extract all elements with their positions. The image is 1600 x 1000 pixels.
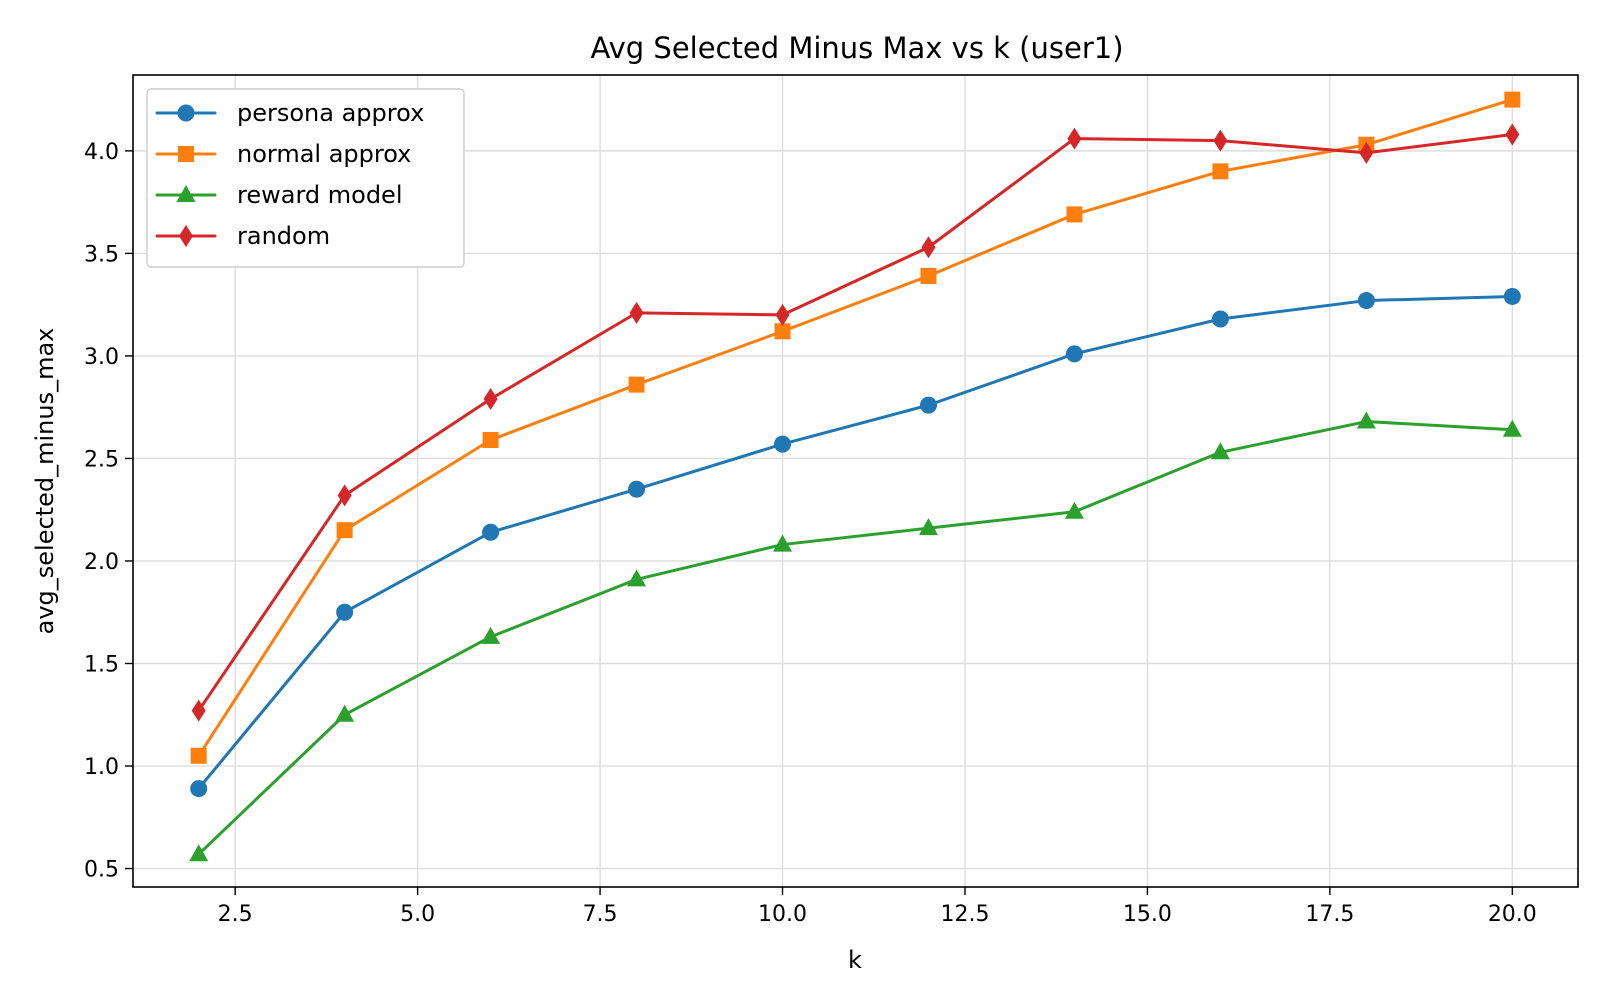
- data-point: [336, 522, 353, 539]
- data-point: [481, 626, 501, 644]
- series-3: [191, 123, 1520, 722]
- legend-box: [146, 88, 465, 268]
- data-point: [921, 236, 936, 259]
- x-axis-label: k: [848, 946, 862, 974]
- data-point: [1359, 141, 1374, 164]
- legend-label: random: [237, 222, 330, 250]
- data-point: [1210, 442, 1230, 460]
- x-tick-label: 2.5: [218, 902, 253, 927]
- data-point: [190, 780, 208, 798]
- data-point: [1505, 123, 1520, 146]
- data-point: [337, 484, 352, 507]
- data-point: [189, 844, 209, 862]
- legend-item: persona approx: [155, 99, 424, 127]
- series-2: [189, 411, 1522, 862]
- y-tick-label: 1.5: [84, 652, 119, 677]
- data-point: [1503, 287, 1521, 305]
- data-point: [774, 323, 791, 340]
- plot-area-frame: [132, 74, 1579, 888]
- series-line: [197, 294, 1514, 791]
- legend-marker: [178, 146, 194, 162]
- y-tick-label: 0.5: [84, 858, 119, 883]
- data-point: [1502, 419, 1522, 437]
- series-line: [197, 132, 1514, 713]
- data-point: [775, 303, 790, 326]
- data-point: [191, 699, 206, 722]
- legend-item: normal approx: [155, 140, 411, 168]
- legend: persona approx normal approx reward model r…: [146, 88, 465, 268]
- data-point: [483, 387, 498, 410]
- data-point: [1211, 310, 1229, 328]
- y-tick-label: 3.0: [84, 345, 119, 370]
- x-tick-label: 10.0: [758, 902, 807, 927]
- x-tick-label: 5.0: [400, 902, 435, 927]
- y-axis-label: avg_selected_minus_max: [31, 328, 59, 635]
- legend-marker: [177, 104, 195, 122]
- data-point: [1357, 292, 1375, 310]
- data-point: [1065, 345, 1083, 363]
- data-point: [482, 523, 500, 541]
- x-tick-label: 7.5: [583, 902, 618, 927]
- data-point: [773, 534, 793, 552]
- series-1: [190, 91, 1521, 764]
- legend-marker: [176, 185, 196, 202]
- y-tick-label: 1.0: [84, 755, 119, 780]
- y-tick-label: 2.5: [84, 447, 119, 472]
- y-tick-label: 2.0: [84, 550, 119, 575]
- series-layer: [189, 91, 1522, 862]
- data-point: [190, 747, 207, 764]
- data-point: [628, 376, 645, 393]
- series-line: [197, 98, 1514, 758]
- data-point: [1066, 206, 1083, 223]
- x-tick-label: 12.5: [940, 902, 989, 927]
- data-point: [1212, 163, 1229, 180]
- data-point: [482, 431, 499, 448]
- legend-item: reward model: [155, 181, 402, 209]
- data-point: [918, 518, 938, 536]
- y-tick-label: 4.0: [84, 140, 119, 165]
- data-point: [627, 569, 647, 587]
- x-tick-label: 20.0: [1488, 902, 1537, 927]
- data-point: [1064, 501, 1084, 519]
- data-point: [919, 396, 937, 414]
- data-point: [1356, 411, 1376, 429]
- legend-label: persona approx: [237, 99, 424, 127]
- data-point: [629, 301, 644, 324]
- axis-ticks: 2.5 5.0 7.5 10.0 12.5 15.0 17.5 20.0 0.5 1.0 1.5 2.…: [84, 140, 1537, 927]
- series-0: [190, 287, 1521, 798]
- x-tick-label: 17.5: [1305, 902, 1354, 927]
- data-point: [628, 480, 646, 498]
- x-tick-label: 15.0: [1123, 902, 1172, 927]
- data-point: [335, 704, 355, 722]
- legend-item: random: [155, 222, 330, 250]
- chart-title: Avg Selected Minus Max vs k (user1): [590, 31, 1123, 65]
- y-tick-label: 3.5: [84, 242, 119, 267]
- data-point: [1067, 127, 1082, 150]
- legend-label: normal approx: [237, 140, 411, 168]
- legend-marker: [179, 225, 193, 247]
- series-line: [197, 420, 1514, 856]
- data-point: [774, 435, 792, 453]
- data-point: [920, 267, 937, 284]
- data-point: [1213, 129, 1228, 152]
- data-point: [1504, 91, 1521, 108]
- legend-label: reward model: [237, 181, 402, 209]
- data-point: [336, 603, 354, 621]
